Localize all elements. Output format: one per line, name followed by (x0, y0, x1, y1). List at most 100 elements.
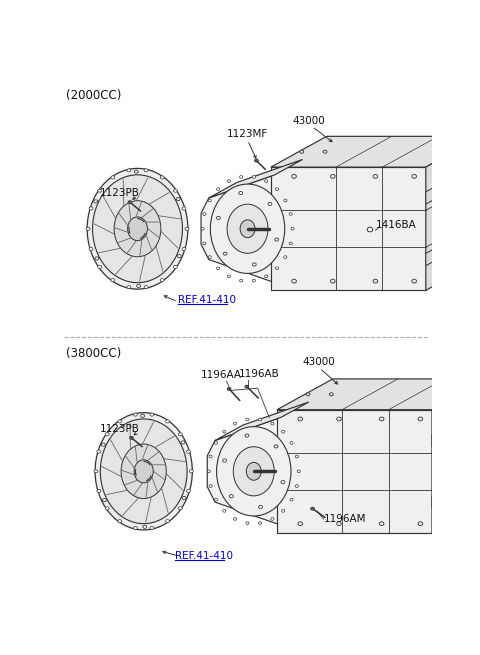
Ellipse shape (118, 519, 122, 523)
Ellipse shape (141, 414, 144, 417)
Polygon shape (432, 379, 480, 533)
Text: (2000CC): (2000CC) (66, 89, 121, 102)
Ellipse shape (276, 267, 278, 270)
Ellipse shape (128, 200, 132, 204)
Ellipse shape (182, 496, 186, 500)
Ellipse shape (284, 199, 287, 202)
Ellipse shape (329, 393, 333, 396)
Ellipse shape (160, 278, 164, 282)
Ellipse shape (274, 445, 278, 448)
Ellipse shape (276, 188, 278, 191)
Polygon shape (426, 169, 468, 204)
Ellipse shape (223, 252, 227, 255)
Ellipse shape (134, 170, 138, 173)
Ellipse shape (86, 227, 90, 231)
Ellipse shape (234, 422, 237, 425)
Ellipse shape (87, 168, 188, 289)
Ellipse shape (105, 433, 109, 436)
Ellipse shape (215, 498, 217, 501)
Ellipse shape (216, 216, 220, 219)
Ellipse shape (160, 176, 164, 179)
Ellipse shape (282, 430, 285, 433)
Ellipse shape (111, 176, 115, 179)
Ellipse shape (128, 217, 147, 240)
Ellipse shape (179, 507, 182, 510)
Ellipse shape (259, 522, 262, 525)
Ellipse shape (223, 459, 227, 462)
Ellipse shape (95, 413, 192, 530)
Ellipse shape (228, 275, 230, 278)
Ellipse shape (98, 265, 102, 269)
Ellipse shape (127, 286, 131, 289)
Ellipse shape (245, 385, 249, 388)
Ellipse shape (323, 150, 327, 153)
Polygon shape (271, 136, 480, 167)
Ellipse shape (150, 527, 154, 529)
Ellipse shape (208, 255, 211, 259)
Ellipse shape (271, 517, 274, 520)
Ellipse shape (246, 418, 249, 421)
Ellipse shape (105, 507, 109, 510)
Ellipse shape (144, 286, 148, 289)
Ellipse shape (201, 227, 204, 230)
Ellipse shape (379, 522, 384, 525)
Ellipse shape (418, 522, 423, 525)
Ellipse shape (297, 470, 300, 473)
Ellipse shape (233, 447, 274, 496)
Ellipse shape (94, 200, 97, 203)
Ellipse shape (176, 198, 180, 200)
Ellipse shape (451, 211, 457, 215)
Ellipse shape (239, 191, 243, 195)
Ellipse shape (457, 522, 461, 525)
Ellipse shape (379, 417, 384, 421)
Ellipse shape (336, 417, 341, 421)
Ellipse shape (227, 387, 231, 390)
Ellipse shape (264, 179, 268, 183)
Ellipse shape (246, 522, 249, 525)
Ellipse shape (98, 189, 102, 192)
Ellipse shape (185, 227, 189, 231)
Ellipse shape (203, 242, 206, 245)
Polygon shape (207, 417, 281, 525)
Ellipse shape (367, 227, 372, 232)
Ellipse shape (216, 426, 291, 516)
Polygon shape (215, 402, 309, 441)
Ellipse shape (246, 462, 261, 480)
Ellipse shape (264, 275, 268, 278)
Ellipse shape (182, 248, 186, 251)
Text: 1123MF: 1123MF (227, 129, 268, 139)
Ellipse shape (240, 279, 243, 282)
Ellipse shape (216, 267, 220, 270)
Ellipse shape (292, 279, 296, 283)
Ellipse shape (229, 495, 233, 498)
Ellipse shape (187, 489, 191, 493)
Ellipse shape (373, 279, 378, 283)
Ellipse shape (290, 441, 293, 444)
Ellipse shape (209, 485, 212, 487)
Ellipse shape (268, 202, 272, 206)
Ellipse shape (178, 255, 181, 257)
Ellipse shape (451, 174, 455, 178)
Ellipse shape (295, 455, 299, 458)
Polygon shape (277, 409, 432, 533)
Ellipse shape (203, 213, 206, 215)
Polygon shape (201, 175, 275, 283)
Polygon shape (277, 379, 480, 409)
Ellipse shape (336, 522, 341, 525)
Ellipse shape (223, 510, 226, 512)
Ellipse shape (259, 418, 262, 421)
Ellipse shape (254, 159, 258, 162)
Ellipse shape (298, 522, 302, 525)
Ellipse shape (451, 279, 455, 283)
Polygon shape (426, 231, 468, 266)
Ellipse shape (298, 417, 302, 421)
Ellipse shape (134, 460, 153, 483)
Ellipse shape (207, 470, 210, 473)
Ellipse shape (89, 248, 93, 251)
Ellipse shape (166, 519, 169, 523)
Ellipse shape (210, 184, 285, 273)
Ellipse shape (457, 417, 461, 421)
Ellipse shape (216, 188, 220, 191)
Ellipse shape (240, 176, 243, 178)
Ellipse shape (289, 242, 292, 245)
